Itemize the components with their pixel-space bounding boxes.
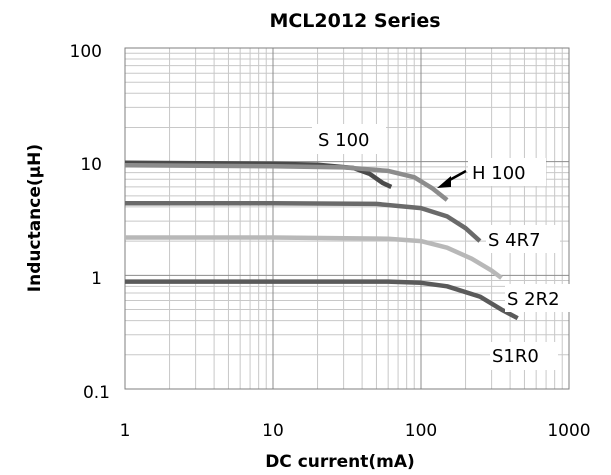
label-bg-h100 [468, 158, 546, 186]
x-tick-100: 100 [405, 421, 437, 441]
x-tick-1000: 1000 [547, 421, 590, 441]
annotation-s100: S 100 [318, 130, 370, 151]
minor-gridlines [125, 48, 569, 389]
label-bg-s4r7 [486, 225, 560, 253]
y-tick-1: 1 [91, 269, 102, 289]
y-tick-10: 10 [80, 155, 102, 175]
label-bg-s1r0 [490, 342, 558, 370]
series-lines [124, 160, 519, 321]
label-bg-s2r2 [505, 284, 571, 312]
x-axis-label: DC current(mA) [265, 452, 415, 472]
annotation-s4r7: S 4R7 [488, 230, 541, 251]
x-tick-10: 10 [262, 421, 284, 441]
chart-title: MCL2012 Series [269, 10, 440, 32]
annotation-s2r2: S 2R2 [507, 289, 560, 310]
y-tick-0.1: 0.1 [83, 383, 110, 403]
major-gridlines [124, 48, 569, 390]
series-line-h100 [124, 162, 449, 202]
annotation-s1r0: S1R0 [492, 346, 539, 367]
series-line-s1r0 [125, 279, 519, 321]
label-bg-s100 [312, 124, 386, 154]
series-line-s4r7 [125, 201, 482, 243]
y-tick-100: 100 [70, 42, 102, 62]
plot-area [124, 47, 570, 390]
arrow-head [437, 176, 451, 188]
series-line-s2r2 [125, 235, 503, 280]
annotation-h100: H 100 [472, 163, 526, 184]
y-axis-label: Inductance(μH) [25, 144, 45, 292]
x-tick-1: 1 [120, 421, 131, 441]
